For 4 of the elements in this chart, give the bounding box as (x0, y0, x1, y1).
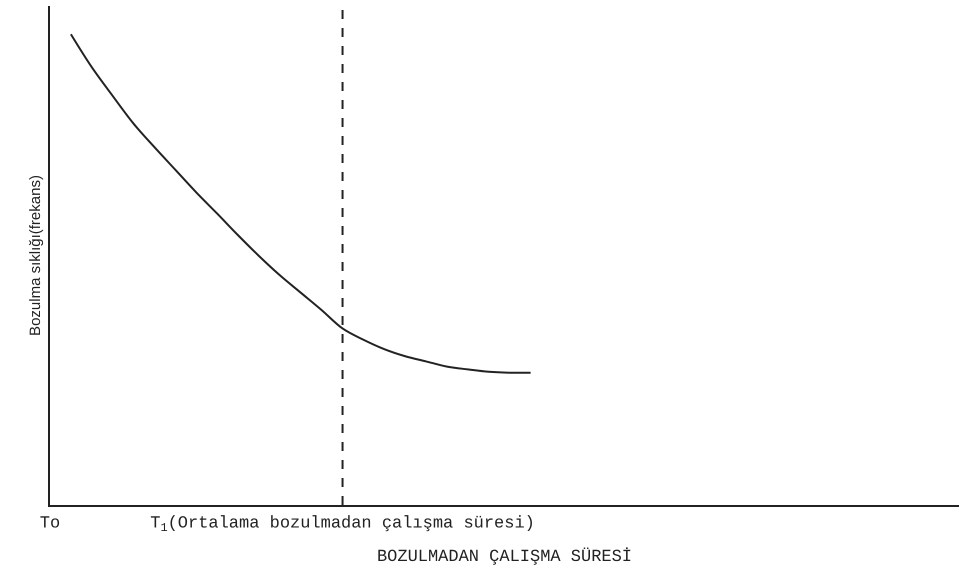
y-axis-title: Bozulma sıklığı(frekans) (26, 175, 44, 336)
x-tick-label: To (40, 514, 60, 534)
x-tick-label: T$_{1}$(Ortalama bozulmadan çalışma süresi) (150, 514, 535, 535)
x-axis-title: BOZULMADAN ÇALIŞMA SÜRESİ (376, 546, 632, 567)
